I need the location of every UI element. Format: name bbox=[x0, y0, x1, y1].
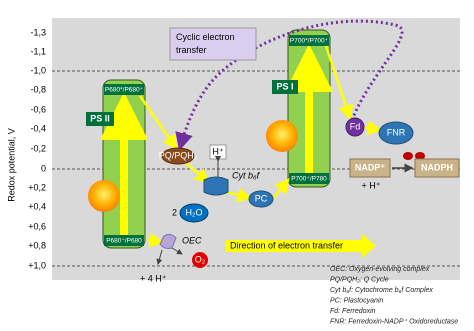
y-ticks: -1,3 -1,1 -1,0 -0,8 -0,6 -0,4 -0,2 0 +0,2 +0,4 +0,… bbox=[28, 27, 46, 270]
sun bbox=[266, 120, 298, 152]
y-tick-label: +0,8 bbox=[28, 240, 46, 250]
arrow bbox=[361, 120, 383, 136]
arrow bbox=[324, 45, 354, 121]
o2-node bbox=[192, 252, 208, 268]
legend-entry: OEC: Oxygen-evolving complex bbox=[330, 266, 430, 273]
nadp-h-label: + H⁺ bbox=[361, 180, 380, 190]
direction-label: Direction of electron transfer bbox=[230, 240, 343, 250]
oec-label: OEC bbox=[182, 235, 202, 245]
blob bbox=[415, 152, 425, 160]
ps1-top: P700*/P700⁺ bbox=[290, 38, 329, 45]
legend-entry: FNR: Ferredoxin-NADP⁺ Oxidoreductase bbox=[330, 318, 458, 325]
nadp-label: NADP⁺ bbox=[355, 162, 386, 172]
protons-label: + 4 H⁺ bbox=[140, 273, 167, 283]
fd-label: Fd bbox=[350, 121, 361, 131]
sun bbox=[88, 180, 120, 212]
cyt-node bbox=[203, 176, 229, 196]
ps1-bottom-box bbox=[289, 173, 329, 184]
y-tick-label: +1,0 bbox=[28, 260, 46, 270]
fd-node bbox=[345, 117, 365, 137]
blob bbox=[403, 152, 413, 160]
pc-label: PC bbox=[255, 193, 268, 203]
ps1-label-box bbox=[272, 80, 298, 94]
y-tick-label: -0,8 bbox=[30, 84, 46, 94]
y-tick-label: +0,6 bbox=[28, 221, 46, 231]
y-tick-label: -0,6 bbox=[30, 104, 46, 114]
water-coef: 2 bbox=[172, 207, 177, 217]
cyt-label: Cyt b₆f bbox=[232, 170, 261, 180]
y-tick-label: -1,0 bbox=[30, 65, 46, 75]
arrow bbox=[147, 232, 165, 248]
arrow bbox=[156, 249, 163, 265]
ps2-label-box bbox=[86, 112, 114, 126]
axis-label: Redox potential, V bbox=[6, 128, 16, 202]
arrow bbox=[171, 247, 183, 255]
legend: OEC: Oxygen-evolving complex PQ/PQH₂: Q C… bbox=[330, 266, 458, 326]
direction-arrow bbox=[226, 234, 376, 258]
nadph-box bbox=[414, 158, 460, 178]
arrow bbox=[185, 162, 210, 184]
legend-entry: Fd: Ferredoxin bbox=[330, 308, 376, 315]
fnr-label: FNR bbox=[387, 127, 406, 137]
fnr-node bbox=[378, 121, 414, 145]
ps2-label: PS II bbox=[90, 113, 110, 123]
o2-label: O₂ bbox=[195, 254, 206, 264]
pc-node bbox=[248, 190, 274, 208]
nadph-label: NADPH bbox=[421, 162, 453, 172]
legend-entry: PQ/PQH₂: Q Cycle bbox=[330, 276, 389, 283]
arrow bbox=[271, 178, 290, 201]
ps2-bottom: P680⁺/P680 bbox=[106, 238, 142, 245]
h-label: H⁺ bbox=[212, 146, 223, 156]
y-tick-label: -0,4 bbox=[30, 123, 46, 133]
y-tick-label: +0,4 bbox=[28, 201, 46, 211]
ps1-top-box bbox=[289, 35, 329, 46]
y-tick-label: 0 bbox=[41, 163, 46, 173]
y-tick-label: -1,1 bbox=[30, 46, 46, 56]
ps1-label: PS I bbox=[276, 81, 293, 91]
legend-entry: Cyt b₆f: Cytochrome b₆f Complex bbox=[330, 287, 433, 294]
arrow bbox=[225, 187, 253, 203]
ps1-bottom: P700⁺/P780 bbox=[291, 176, 327, 183]
water-node bbox=[179, 203, 209, 223]
y-tick-label: -1,3 bbox=[30, 27, 46, 37]
cyclic-label: Cyclic electron transfer bbox=[176, 32, 235, 55]
ps2-top: P680*/P680⁺ bbox=[105, 87, 144, 94]
y-tick-label: +0,2 bbox=[28, 182, 46, 192]
water-label: H₂O bbox=[186, 207, 203, 217]
cyclic-arrow bbox=[175, 19, 404, 151]
arrow bbox=[138, 95, 178, 151]
y-tick-label: -0,2 bbox=[30, 143, 46, 153]
ps2-bottom-box bbox=[104, 235, 144, 246]
legend-entry: PC: Plastocyanin bbox=[330, 297, 383, 304]
pq-label: PQ/PQH₂ bbox=[159, 150, 198, 160]
nadp-box bbox=[349, 158, 391, 178]
pq-node bbox=[161, 147, 195, 165]
ps2-top-box bbox=[104, 84, 144, 95]
cyclic-box bbox=[169, 27, 257, 61]
